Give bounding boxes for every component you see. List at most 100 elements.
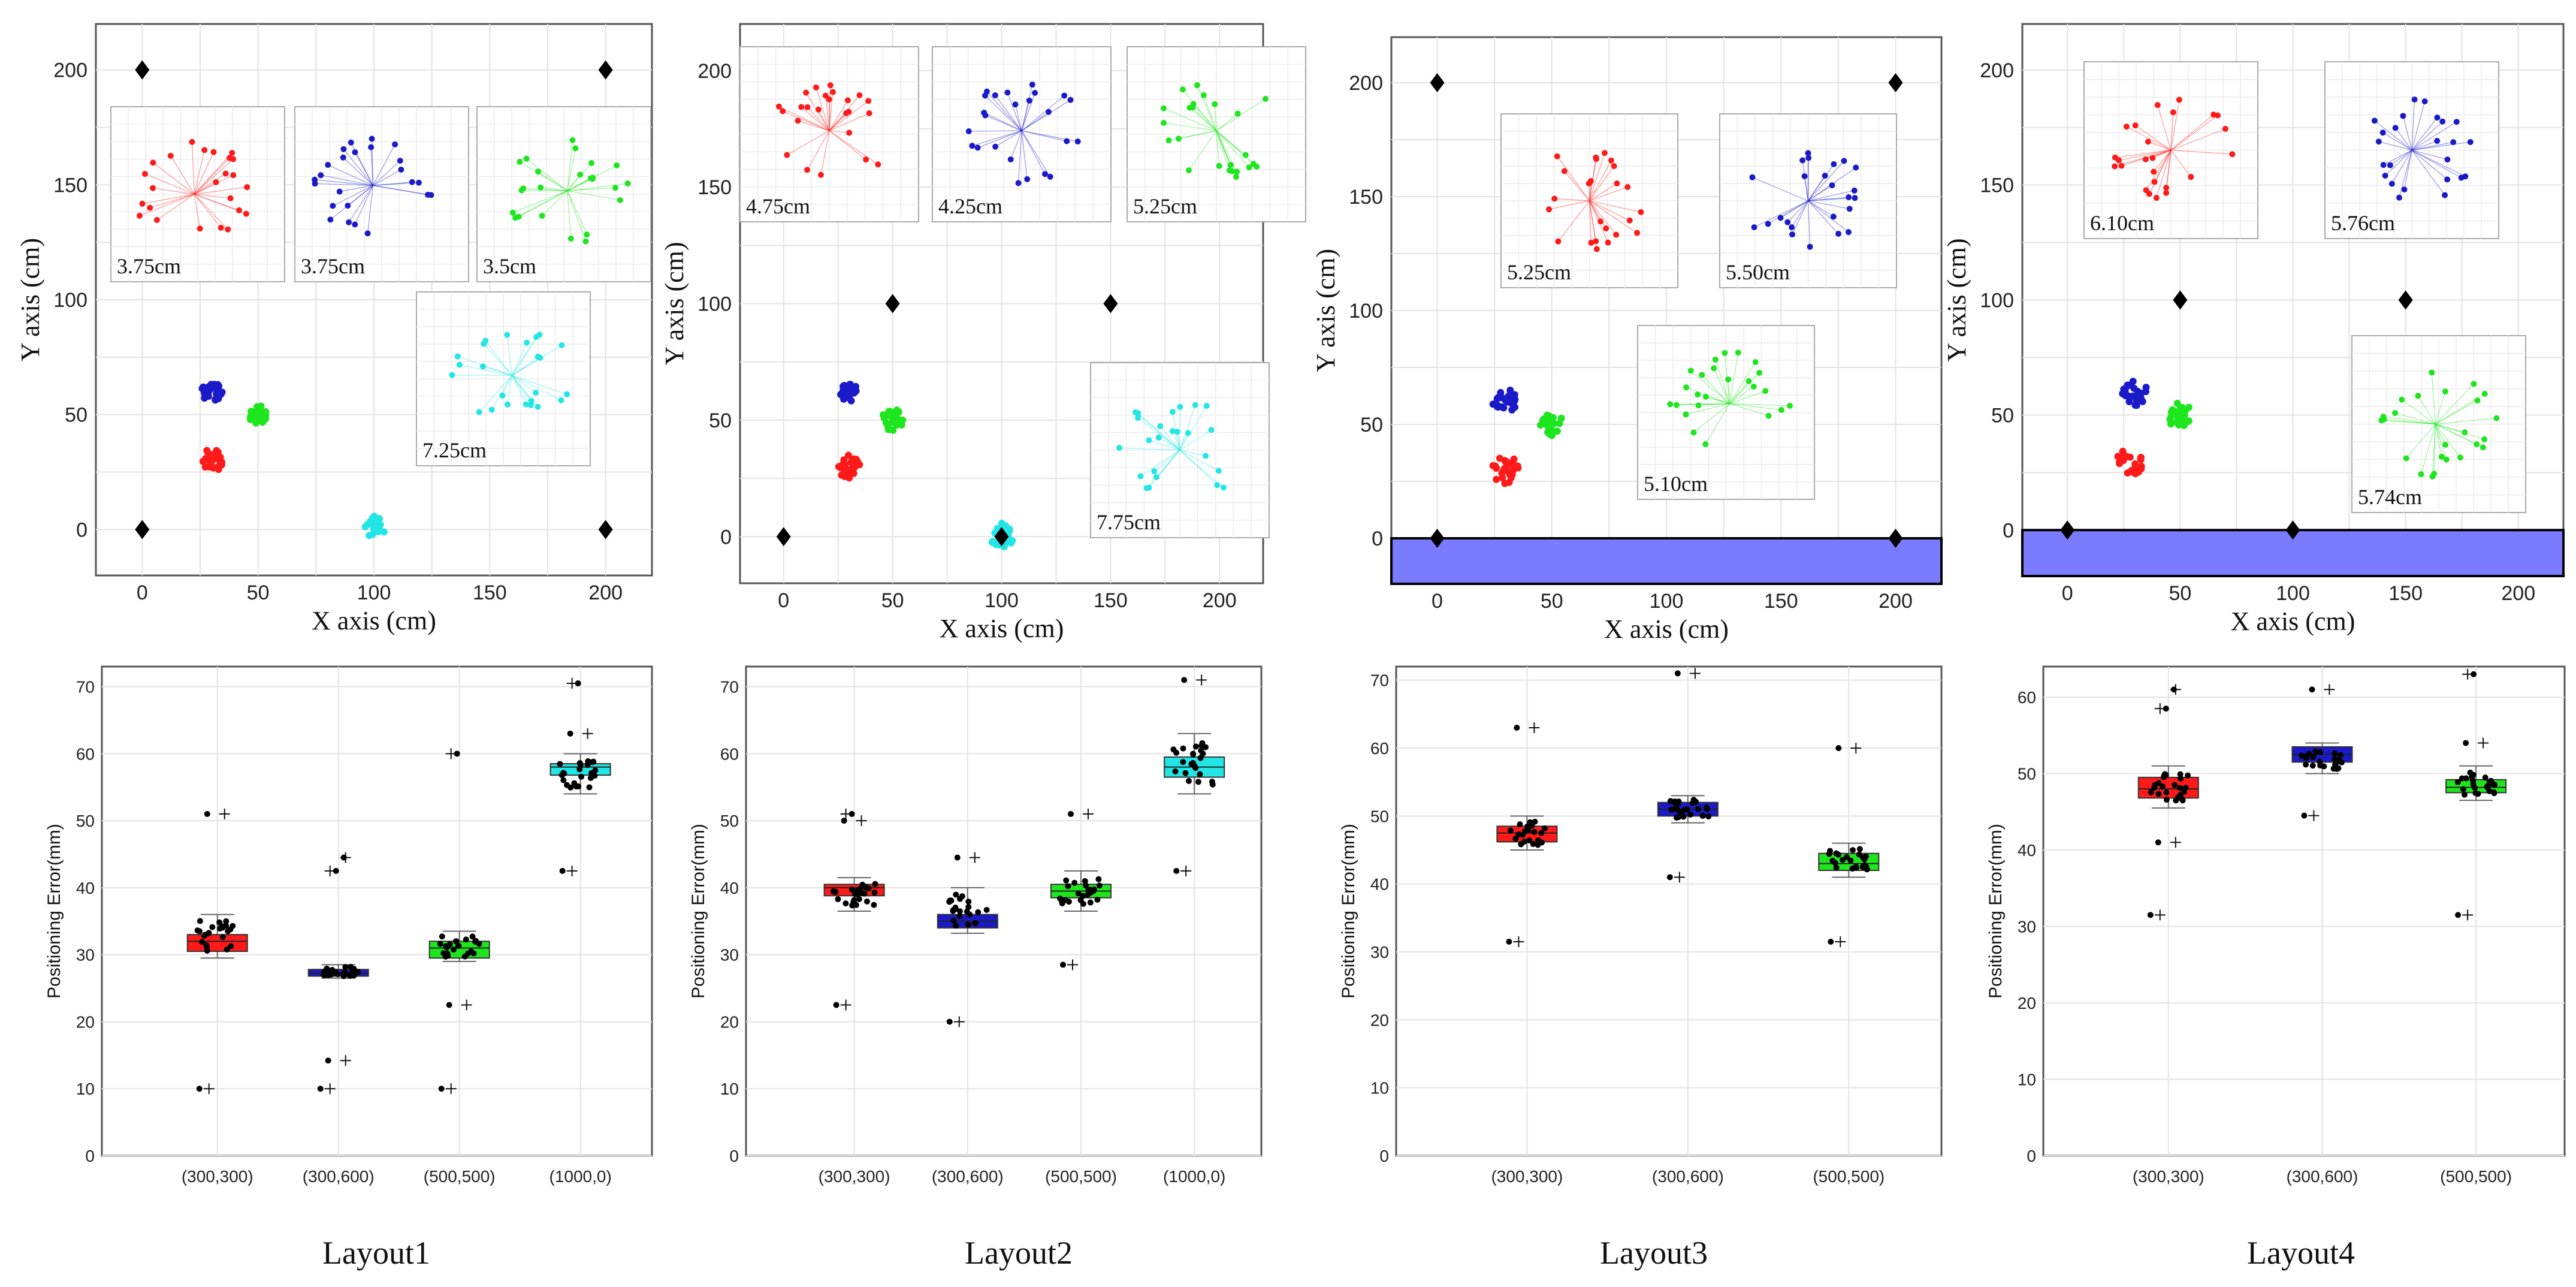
inset-ray bbox=[567, 178, 593, 191]
inset-point bbox=[1015, 180, 1022, 186]
inset-ray bbox=[1135, 412, 1180, 451]
cluster-point bbox=[2124, 381, 2131, 389]
inset-ray bbox=[1153, 450, 1180, 472]
inset-point bbox=[1597, 218, 1604, 225]
data-point bbox=[203, 942, 210, 948]
inset-ray bbox=[1768, 200, 1808, 224]
inset-ray bbox=[1807, 200, 1811, 247]
data-point bbox=[1674, 800, 1681, 807]
inset-ray bbox=[567, 190, 620, 201]
inset-ray bbox=[2435, 424, 2447, 460]
inset-point bbox=[1593, 238, 1599, 245]
inset-ray bbox=[512, 356, 538, 376]
x-tick-label: 200 bbox=[2501, 582, 2535, 605]
x-tick-label: 100 bbox=[2276, 582, 2310, 605]
inset-ray bbox=[1178, 130, 1217, 139]
data-point bbox=[1525, 827, 1532, 834]
inset-ray bbox=[567, 148, 576, 191]
inset-point bbox=[1702, 441, 1709, 448]
box-plot-1: 0 10 20 30 40 50 60 70 (300,300) (300,600) (500,50… bbox=[44, 665, 653, 1186]
data-point bbox=[1850, 847, 1856, 854]
inset-label: 6.10cm bbox=[2090, 211, 2154, 235]
inset-point bbox=[2381, 416, 2387, 423]
inset-point bbox=[1784, 219, 1791, 225]
data-point bbox=[2472, 790, 2479, 797]
data-point bbox=[2173, 797, 2179, 804]
inset-ray bbox=[807, 130, 830, 170]
inset-point bbox=[449, 372, 455, 378]
inset-ray bbox=[194, 194, 222, 228]
inset-point bbox=[2170, 109, 2176, 116]
inset-ray bbox=[2115, 149, 2172, 158]
y-tick-label: 30 bbox=[76, 946, 95, 965]
inset-ray bbox=[2170, 150, 2191, 177]
data-point bbox=[2151, 785, 2158, 791]
inset-point bbox=[587, 175, 594, 182]
x-tick-label: 150 bbox=[473, 581, 507, 604]
inset-point bbox=[1116, 445, 1123, 451]
inset-point bbox=[1215, 468, 1222, 474]
inset-3: 5.25cm bbox=[1127, 46, 1306, 222]
caption-layout3: Layout3 bbox=[1600, 1235, 1708, 1271]
inset-ray bbox=[2435, 384, 2474, 424]
data-point bbox=[468, 948, 475, 955]
data-point bbox=[1188, 761, 1195, 767]
data-point bbox=[1847, 857, 1854, 864]
inset-point bbox=[2480, 444, 2486, 451]
cluster-(300,600) bbox=[2119, 378, 2150, 409]
x-tick-label: 150 bbox=[2388, 582, 2423, 605]
inset-ray bbox=[540, 187, 567, 191]
data-point bbox=[2454, 779, 2461, 785]
x-tick-label: (1000,0) bbox=[1163, 1167, 1225, 1186]
inset-point bbox=[1047, 173, 1053, 180]
cluster-point bbox=[375, 528, 382, 536]
data-point bbox=[1687, 811, 1694, 818]
anchor-marker bbox=[598, 520, 613, 539]
inset-ray bbox=[1179, 433, 1189, 451]
inset-ray bbox=[829, 113, 847, 131]
data-point bbox=[2301, 753, 2308, 759]
inset-ray bbox=[1676, 403, 1730, 406]
data-point bbox=[1535, 842, 1541, 848]
data-point bbox=[1535, 837, 1542, 843]
data-point bbox=[1833, 864, 1840, 871]
inset-ray bbox=[373, 182, 419, 186]
inset-point bbox=[1212, 101, 1218, 107]
inset-ray bbox=[482, 366, 512, 376]
inset-ray bbox=[1752, 177, 1808, 201]
inset-point bbox=[1554, 153, 1560, 159]
inset-ray bbox=[1216, 130, 1254, 164]
cluster-(1000,0) bbox=[361, 513, 388, 539]
inset-ray bbox=[2399, 150, 2412, 198]
inset-point bbox=[1699, 372, 1705, 378]
cluster-point bbox=[252, 419, 260, 427]
inset-ray bbox=[526, 158, 568, 191]
inset-ray bbox=[1149, 450, 1180, 489]
inset-point bbox=[2481, 436, 2488, 442]
inset-ray bbox=[2170, 128, 2226, 151]
data-point bbox=[865, 885, 872, 892]
y-tick-label: 200 bbox=[1349, 72, 1383, 95]
cluster-point bbox=[367, 517, 375, 525]
inset-point bbox=[2112, 163, 2118, 170]
inset-point bbox=[222, 170, 229, 177]
inset-ray bbox=[1216, 130, 1246, 155]
inset-point bbox=[2431, 471, 2438, 477]
y-tick-label: 50 bbox=[1370, 807, 1389, 825]
inset-point bbox=[1169, 409, 1176, 415]
data-point bbox=[1527, 819, 1533, 825]
inset-point bbox=[318, 172, 324, 179]
data-point bbox=[2332, 750, 2338, 756]
y-tick-label: 20 bbox=[1370, 1011, 1389, 1029]
inset-point bbox=[340, 154, 346, 161]
inset-point bbox=[218, 224, 224, 231]
inset-point bbox=[2151, 168, 2157, 175]
data-point bbox=[2185, 772, 2191, 779]
inset-ray bbox=[1589, 160, 1612, 201]
inset-point bbox=[1831, 161, 1837, 167]
inset-point bbox=[1189, 104, 1196, 111]
inset-ray bbox=[2417, 395, 2436, 424]
box-(1000,0) bbox=[1164, 674, 1225, 876]
inset-ray bbox=[170, 155, 195, 195]
